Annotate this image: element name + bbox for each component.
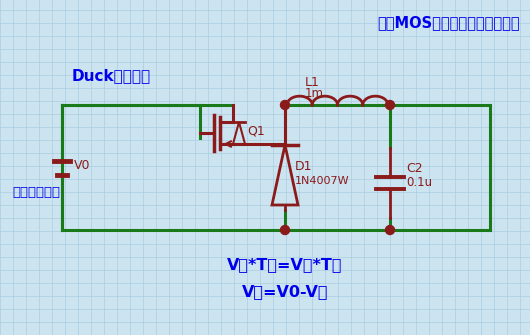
Text: Duck降压电路: Duck降压电路 [72, 68, 151, 83]
Text: 1m: 1m [305, 87, 324, 100]
Circle shape [385, 100, 394, 110]
Text: Q1: Q1 [247, 125, 265, 137]
Text: D1: D1 [295, 160, 313, 174]
Circle shape [280, 100, 289, 110]
Text: V0: V0 [74, 159, 91, 172]
Text: C2: C2 [406, 162, 422, 176]
Text: L1: L1 [305, 76, 320, 89]
Circle shape [385, 225, 394, 234]
Text: 0.1u: 0.1u [406, 177, 432, 190]
Text: 这是一个电源: 这是一个电源 [12, 186, 60, 199]
Text: 通过MOS管不断开关进行的降压: 通过MOS管不断开关进行的降压 [377, 15, 520, 30]
Text: 1N4007W: 1N4007W [295, 176, 350, 186]
Text: V开*T开=V关*T关: V开*T开=V关*T关 [227, 258, 343, 272]
Circle shape [280, 225, 289, 234]
Text: V开=V0-V关: V开=V0-V关 [242, 284, 328, 299]
